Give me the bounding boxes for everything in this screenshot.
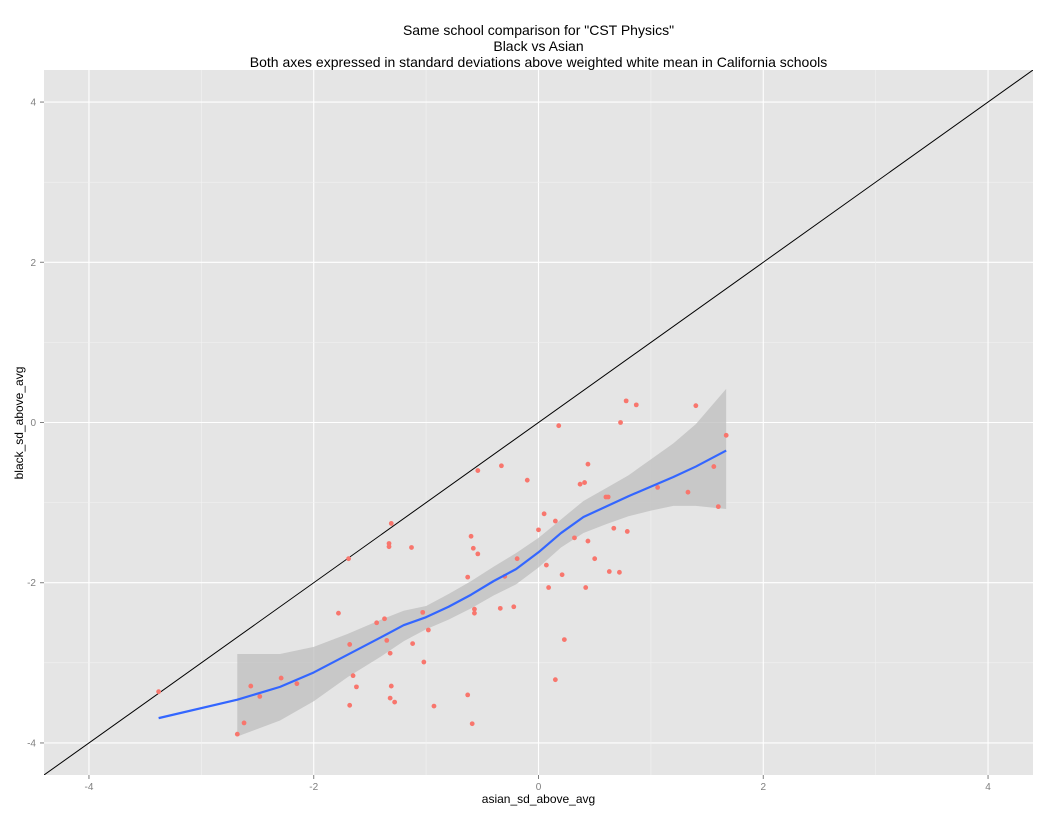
data-point [552,677,558,683]
data-point [472,606,477,612]
data-point [499,463,504,469]
y-tick-label: 0 [30,418,36,429]
data-point [592,556,598,562]
data-point [350,673,356,679]
x-axis-label: asian_sd_above_avg [481,792,596,806]
x-tick-label: -2 [309,782,318,793]
data-point [234,731,240,737]
data-point [425,627,431,633]
y-axis-label: black_sd_above_avg [12,366,26,480]
data-point [617,569,622,575]
data-point [583,585,589,590]
x-tick-label: 4 [985,782,991,793]
data-point [470,545,476,551]
data-point [421,659,427,665]
loess-smooth-line [158,449,727,720]
data-point [543,562,549,568]
chart-title-line-3: Both axes expressed in standard deviatio… [249,54,828,70]
data-point [693,403,699,409]
data-point [536,527,541,533]
data-point [410,641,416,647]
data-points [156,398,729,737]
chart-title: Same school comparison for "CST Physics"… [44,22,1033,70]
data-point [561,637,567,643]
data-point [374,620,380,626]
data-point [388,683,394,689]
identity-line [44,70,1033,775]
data-point [354,684,359,690]
data-point [552,518,558,524]
x-tick-label: 2 [760,782,766,793]
data-point [514,556,520,562]
data-point [294,681,300,687]
data-point [623,398,629,404]
y-tick-label: -4 [27,738,36,749]
data-point [336,610,341,616]
data-point [685,489,691,495]
data-point [387,650,393,656]
data-point [605,494,611,500]
data-point [431,703,437,709]
data-point [556,423,562,429]
data-point [611,525,617,531]
data-point [577,481,583,487]
data-point [387,695,393,701]
data-point [347,702,353,708]
data-point [585,538,591,544]
y-tick-label: -2 [27,578,36,589]
data-point [633,402,639,408]
y-tick-label: 4 [30,98,36,109]
data-point [715,504,721,510]
data-point [278,675,284,681]
x-tick-label: -4 [85,782,94,793]
data-point [475,468,481,473]
data-point [624,529,630,534]
data-point [497,605,503,611]
data-point [465,692,471,698]
data-point [409,545,414,550]
data-point [241,720,247,726]
chart-title-line-2: Black vs Asian [493,38,584,54]
data-point [618,420,623,425]
axis-ticks: -4 -2 0 2 4 -4 -2 0 2 4 [27,98,991,793]
data-point [468,533,474,539]
data-point [156,689,162,695]
x-tick-label: 0 [536,782,542,793]
data-point [606,569,612,574]
data-point [386,544,392,550]
data-point [346,556,351,562]
data-point [382,616,387,622]
data-point [723,432,729,438]
smooth-curve [158,449,727,720]
data-point [541,511,547,517]
chart-title-line-1: Same school comparison for "CST Physics" [402,22,675,38]
data-point [585,461,591,467]
data-point [392,699,398,705]
data-point [511,604,517,610]
data-point [572,535,577,541]
data-point [559,572,565,578]
data-point [420,609,426,615]
data-point [524,477,530,483]
data-point [248,683,254,689]
data-point [469,721,475,727]
data-point [388,521,394,526]
data-point [465,574,471,580]
data-point [347,642,353,647]
data-point [582,480,587,485]
data-point [384,638,390,643]
data-point [257,694,263,699]
data-point [475,551,481,557]
y-tick-label: 2 [30,258,36,269]
reference-line-y-equals-x [44,70,1033,775]
data-point [546,585,552,590]
data-point [655,484,661,490]
data-point [711,464,717,469]
data-point [472,610,477,616]
